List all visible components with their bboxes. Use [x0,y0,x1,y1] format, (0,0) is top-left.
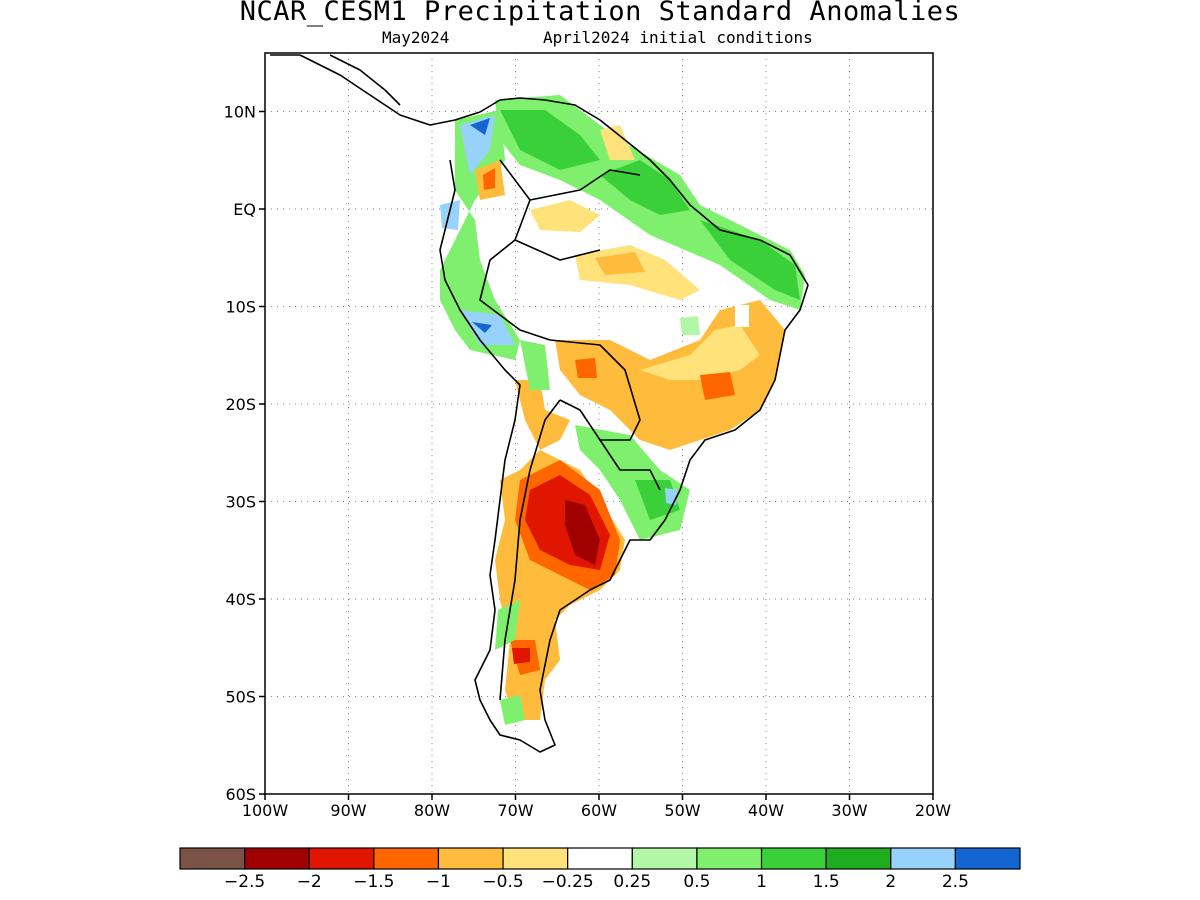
latitude-labels: 10N EQ 10S 20S 30S 40S 50S 60S [224,103,265,804]
colorbar-label: −0.25 [542,872,594,892]
chart-title: NCAR_CESM1 Precipitation Standard Anomal… [239,0,961,27]
anomaly-region [483,168,495,190]
colorbar-label: 1 [756,872,767,892]
lon-tick-label: 20W [915,801,951,820]
colorbar [179,847,1021,870]
central-america-coastline [270,54,401,106]
anomaly-region [565,500,600,565]
colorbar-swatch [760,847,827,870]
lat-tick-label: 20S [225,395,256,414]
colorbar-swatch [567,847,633,870]
anomaly-shading [440,95,805,725]
colorbar-swatch [890,847,956,870]
colorbar-swatch [825,847,892,870]
longitude-labels: 100W 90W 80W 70W 60W 50W 40W 30W 20W [242,794,951,820]
anomaly-region [700,220,800,300]
anomaly-region [500,110,600,170]
anomaly-region [520,340,550,390]
colorbar-swatch [954,847,1021,870]
colorbar-swatch [308,847,375,870]
lat-tick-label: 30S [225,493,256,512]
lon-tick-label: 60W [581,801,617,820]
lat-tick-label: 10N [224,103,256,122]
anomaly-region [595,252,645,275]
forecast-month: May2024 [382,28,450,47]
country-border [479,159,661,701]
lat-tick-label: 50S [225,688,256,707]
colorbar-label: −2 [297,872,322,892]
colorbar-labels: −2.5 −2 −1.5 −1 −0.5 −0.25 0.25 0.5 1 1.5 2 2.5 [224,872,969,892]
anomaly-region [575,358,597,378]
colorbar-label: 2.5 [942,872,969,892]
south-america-coastline [299,54,809,753]
colorbar-label: 2 [885,872,896,892]
colorbar-label: −0.5 [482,872,523,892]
lon-tick-label: 50W [664,801,700,820]
colorbar-label: 1.5 [813,872,840,892]
lat-tick-label: 10S [225,298,256,317]
anomaly-region [600,160,690,215]
colorbar-swatch [502,847,569,870]
lon-tick-label: 80W [414,801,450,820]
lon-tick-label: 70W [497,801,533,820]
initial-conditions-label: April2024 initial conditions [543,28,813,47]
lat-tick-label: 60S [225,785,256,804]
lat-tick-label: 40S [225,590,256,609]
anomaly-region [600,125,635,160]
lat-tick-label: EQ [233,200,256,219]
lon-tick-label: 100W [242,801,289,820]
anomaly-region [700,372,735,400]
colorbar-swatch [244,847,310,870]
colorbar-swatch [373,847,440,870]
anomaly-region [680,316,700,335]
colorbar-swatch [179,847,246,870]
anomaly-region [735,305,749,327]
colorbar-label: 0.25 [613,872,651,892]
anomaly-region [530,200,600,232]
anomaly-region [512,648,530,664]
coastlines [270,54,809,753]
colorbar-label: −1.5 [353,872,394,892]
anomaly-region [640,325,760,380]
colorbar-swatch [696,847,763,870]
colorbar-label: 0.5 [683,872,710,892]
lon-tick-label: 40W [748,801,784,820]
colorbar-label: −2.5 [224,872,265,892]
colorbar-label: −1 [426,872,451,892]
lon-tick-label: 30W [831,801,867,820]
anomaly-region [472,322,492,333]
colorbar-swatch [437,847,504,870]
anomaly-region [440,110,520,360]
anomaly-region [470,118,490,135]
lon-tick-label: 90W [330,801,366,820]
colorbar-swatch [631,847,698,870]
anomaly-region [440,200,460,230]
anomaly-region [500,695,525,725]
